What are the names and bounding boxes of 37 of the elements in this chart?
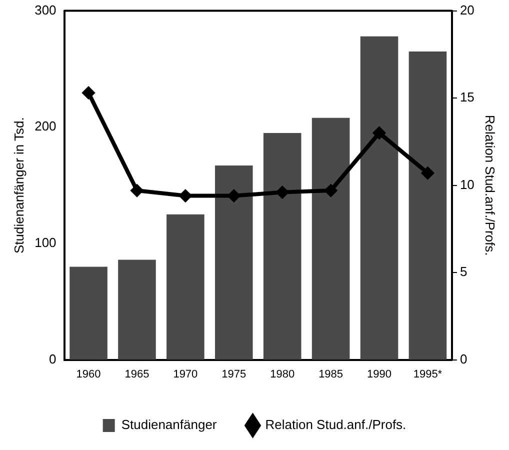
point bbox=[422, 167, 434, 180]
bar bbox=[408, 52, 447, 360]
bar bbox=[118, 260, 156, 360]
y2-tick-label: 10 bbox=[460, 176, 474, 192]
x-tick-label: 1980 bbox=[270, 368, 295, 380]
y-tick-label: 200 bbox=[34, 118, 56, 134]
bar bbox=[312, 118, 350, 360]
point bbox=[276, 186, 288, 198]
y-axis-title: Studienanfänger in Tsd. bbox=[11, 117, 26, 254]
x-tick-label: 1995* bbox=[413, 368, 443, 380]
point bbox=[373, 126, 386, 139]
bar bbox=[263, 132, 302, 360]
x-tick-label: 1990 bbox=[367, 368, 392, 380]
y-tick-label: 0 bbox=[49, 351, 56, 366]
bar bbox=[70, 266, 108, 360]
point bbox=[228, 190, 240, 202]
y2-tick-label: 20 bbox=[460, 2, 474, 18]
y2-tick-label: 5 bbox=[460, 264, 468, 280]
bar bbox=[214, 166, 253, 360]
y-tick-label: 100 bbox=[34, 235, 56, 250]
x-tick-label: 1960 bbox=[76, 368, 101, 380]
x-tick-label: 1970 bbox=[173, 368, 198, 380]
bar bbox=[166, 214, 204, 360]
point bbox=[179, 190, 192, 202]
y2-axis-title: Relation Stud.anf./Profs. bbox=[482, 114, 498, 256]
y2-tick-label: 15 bbox=[460, 90, 474, 105]
x-tick-label: 1975 bbox=[222, 368, 246, 380]
x-tick-label: 1985 bbox=[318, 368, 344, 380]
x-tick-label: 1965 bbox=[124, 368, 150, 380]
point bbox=[324, 184, 337, 197]
point bbox=[130, 184, 143, 197]
y-tick-label: 300 bbox=[34, 2, 56, 18]
point bbox=[82, 86, 95, 99]
y2-tick-label: 0 bbox=[460, 351, 468, 366]
legend-label: Relation Stud.anf./Profs. bbox=[265, 417, 406, 432]
bar bbox=[360, 36, 398, 360]
legend-label: Studienanfänger bbox=[121, 417, 218, 432]
